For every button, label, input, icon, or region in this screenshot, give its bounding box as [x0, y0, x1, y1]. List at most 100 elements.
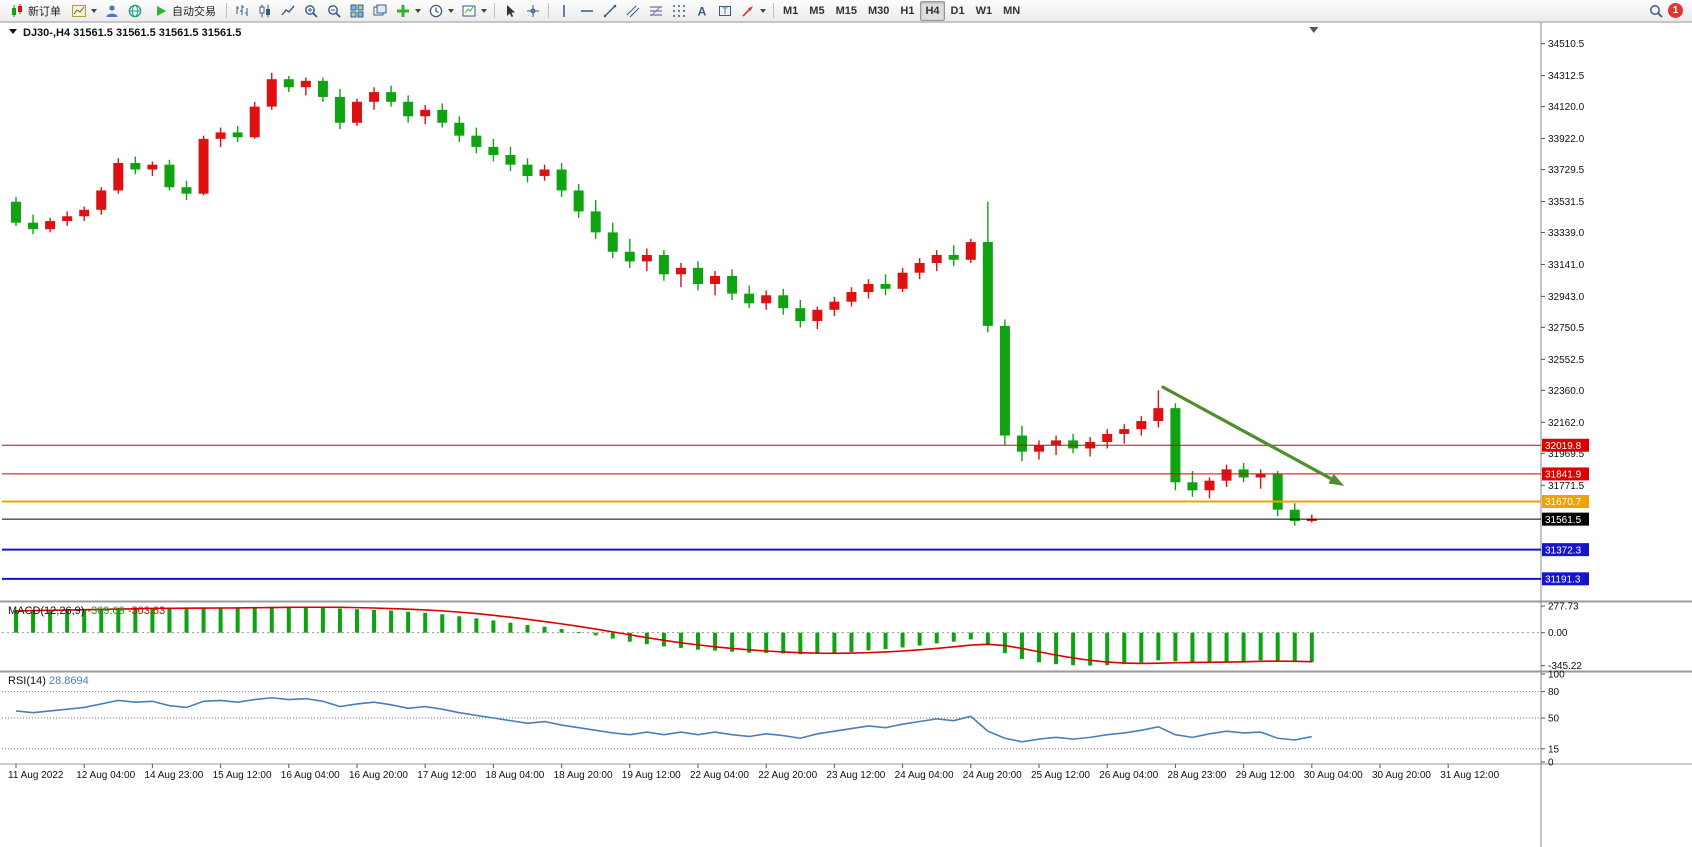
new-chart-button[interactable] — [68, 1, 100, 21]
price-badge-31372.3 — [1542, 543, 1589, 557]
horizontal-line-button[interactable] — [576, 1, 598, 21]
timeframe-h1[interactable]: H1 — [895, 1, 919, 21]
trend-arrow-head[interactable] — [1328, 473, 1345, 486]
crosshair-button[interactable] — [522, 1, 544, 21]
text-tool-icon: A — [698, 4, 707, 18]
symbol-dropdown-icon[interactable] — [9, 29, 17, 34]
zoom-in-button[interactable] — [300, 1, 322, 21]
cursor-button[interactable] — [499, 1, 521, 21]
candle — [641, 254, 652, 262]
candle — [675, 267, 686, 275]
candle — [1068, 440, 1079, 449]
candle — [266, 79, 277, 107]
price-badge-label: 31670.7 — [1545, 497, 1582, 508]
timeframe-m15[interactable]: M15 — [831, 1, 862, 21]
indicators-button[interactable] — [392, 1, 424, 21]
shift-marker-icon[interactable] — [1309, 27, 1319, 33]
arrows-button[interactable] — [737, 1, 769, 21]
candle — [539, 169, 550, 176]
candle — [795, 308, 806, 322]
profile-icon — [106, 4, 118, 17]
candle — [11, 201, 21, 223]
trendline-button[interactable] — [599, 1, 621, 21]
rsi-label: RSI(14) 28.8694 — [8, 675, 89, 687]
auto-trading-button[interactable]: 自动交易 — [147, 1, 222, 21]
trend-arrow-line[interactable] — [1160, 385, 1332, 481]
shapes-button[interactable] — [668, 1, 690, 21]
timeframe-h4[interactable]: H4 — [920, 0, 945, 21]
fibonacci-button[interactable] — [645, 1, 667, 21]
candle — [283, 79, 294, 88]
candle — [914, 263, 925, 273]
candle — [28, 222, 39, 230]
zoom-out-button[interactable] — [323, 1, 345, 21]
rsi-axis-label: 100 — [1548, 670, 1565, 681]
macd-axis-label: 0.00 — [1548, 628, 1568, 639]
bar-chart-button[interactable] — [231, 1, 253, 21]
text-button[interactable]: A — [691, 1, 713, 21]
play-icon — [157, 5, 166, 16]
candle — [812, 309, 823, 322]
candle — [420, 109, 431, 117]
vertical-line-button[interactable] — [553, 1, 575, 21]
candle — [249, 106, 260, 138]
market-watch-button[interactable] — [101, 1, 123, 21]
new-order-button[interactable]: 新订单 — [3, 1, 67, 21]
templates-button[interactable] — [458, 1, 490, 21]
notification-badge[interactable]: 1 — [1668, 3, 1683, 18]
candle — [403, 101, 414, 117]
date-axis-label: 28 Aug 23:00 — [1167, 770, 1226, 781]
price-badge-label: 31191.3 — [1545, 575, 1581, 586]
timeframe-d1[interactable]: D1 — [946, 1, 970, 21]
line-chart-button[interactable] — [277, 1, 299, 21]
timeframe-mn[interactable]: MN — [998, 1, 1025, 21]
macd-axis-label: 277.73 — [1548, 602, 1579, 613]
candle — [778, 295, 789, 309]
community-button[interactable] — [124, 1, 146, 21]
chart-title: DJ30-,H4 31561.5 31561.5 31561.5 31561.5 — [23, 27, 241, 39]
candle — [1187, 482, 1198, 491]
date-axis-label: 16 Aug 04:00 — [281, 770, 340, 781]
candle — [931, 254, 942, 264]
price-badge-31561.5 — [1542, 512, 1589, 526]
candle — [1272, 474, 1283, 510]
price-badge-31191.3 — [1542, 572, 1589, 586]
date-axis-label: 23 Aug 12:00 — [826, 770, 885, 781]
search-button[interactable] — [1645, 1, 1667, 21]
price-axis-label: 33729.5 — [1548, 165, 1585, 176]
text-label-button[interactable]: T — [714, 1, 736, 21]
candle — [999, 325, 1010, 436]
price-axis-label: 33531.5 — [1548, 197, 1585, 208]
periods-button[interactable] — [425, 1, 457, 21]
candlestick-chart-button[interactable] — [254, 1, 276, 21]
chart-canvas[interactable]: 34510.5 34312.5 34120.0 33922.0 33729.5 33531… — [0, 22, 1692, 847]
candle — [45, 221, 56, 230]
cascade-windows-button[interactable] — [369, 1, 391, 21]
candle — [1102, 433, 1113, 442]
macd-label: MACD(12,26,9) -309.09 -303.63 — [8, 605, 165, 617]
chevron-down-icon — [481, 8, 487, 13]
channel-button[interactable] — [622, 1, 644, 21]
rsi-line — [15, 696, 1312, 743]
price-badge-label: 31372.3 — [1545, 545, 1582, 556]
date-axis-label: 16 Aug 20:00 — [349, 770, 408, 781]
timeframe-w1[interactable]: W1 — [971, 1, 998, 21]
timeframe-m1[interactable]: M1 — [778, 1, 803, 21]
macd-signal-line — [15, 606, 1312, 665]
timeframe-m30[interactable]: M30 — [863, 1, 894, 21]
cursor-arrow-icon — [507, 4, 515, 17]
timeframe-m5[interactable]: M5 — [804, 1, 829, 21]
new-order-icon — [12, 3, 22, 17]
candle — [965, 242, 976, 260]
candlestick-icon — [259, 4, 270, 17]
candle — [96, 190, 107, 210]
candle — [505, 154, 516, 165]
candle — [352, 101, 362, 123]
price-badge-label: 31561.5 — [1545, 515, 1582, 526]
candle — [79, 209, 90, 217]
candle — [880, 283, 891, 289]
candle — [437, 109, 448, 123]
price-axis-label: 31969.5 — [1548, 449, 1585, 460]
tile-windows-button[interactable] — [346, 1, 368, 21]
